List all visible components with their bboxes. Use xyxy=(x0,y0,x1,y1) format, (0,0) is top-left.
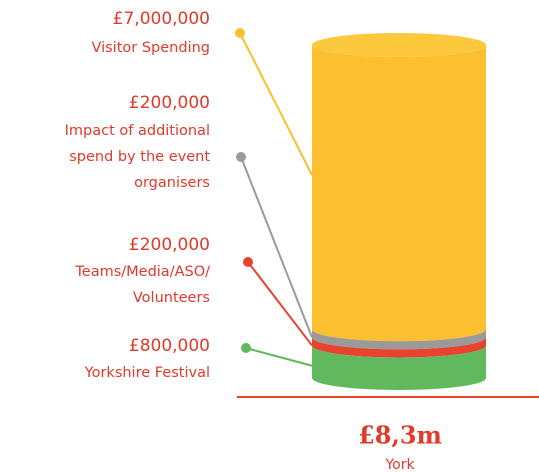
leader-line xyxy=(247,261,313,347)
series-label: Impact of additional xyxy=(65,123,210,139)
cylinder-segment xyxy=(312,329,486,350)
series-label: organisers xyxy=(134,175,210,191)
cylinder-segment xyxy=(312,337,486,358)
value-label: £800,000 xyxy=(129,336,210,356)
series-label: spend by the event xyxy=(69,149,210,165)
series-label: Yorkshire Festival xyxy=(84,365,210,381)
cylinder-segment xyxy=(312,345,486,390)
leader-dot xyxy=(241,343,251,353)
leader-dot xyxy=(243,257,253,267)
cylinder-segment xyxy=(312,45,486,342)
leader-dot xyxy=(236,152,246,162)
category-label: York xyxy=(384,457,415,473)
series-label: Visitor Spending xyxy=(92,40,211,56)
cylinder-top xyxy=(312,33,486,57)
series-label: Volunteers xyxy=(133,290,210,306)
series-label: Teams/Media/ASO/ xyxy=(74,264,210,280)
value-label: £200,000 xyxy=(129,235,210,255)
value-label: £7,000,000 xyxy=(113,9,210,29)
leader-line xyxy=(240,156,313,338)
total-label: £8,3m xyxy=(358,421,442,450)
leader-line xyxy=(239,32,313,176)
leader-dot xyxy=(235,28,245,38)
value-label: £200,000 xyxy=(129,93,210,113)
leader-line xyxy=(245,347,313,367)
